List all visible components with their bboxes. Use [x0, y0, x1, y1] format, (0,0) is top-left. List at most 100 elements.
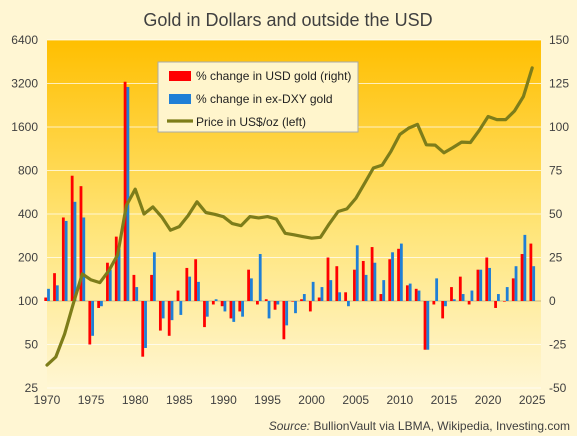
x-tick-label: 2015 [431, 393, 458, 407]
source-label: Source: [269, 419, 310, 433]
bar-exdxy [294, 301, 297, 314]
bar-exdxy [170, 301, 174, 321]
bar-exdxy [505, 287, 509, 301]
bar-exdxy [382, 280, 386, 301]
bar-exdxy [276, 301, 280, 305]
bar-usd [176, 290, 180, 301]
source-text: BullionVault via LBMA, Wikipedia, Invest… [313, 419, 570, 433]
bar-usd [494, 301, 497, 308]
bar-usd [203, 301, 206, 328]
bar-usd [282, 301, 286, 340]
legend-label-usd: % change in USD gold (right) [196, 69, 351, 83]
bar-usd [44, 297, 48, 301]
bar-exdxy [373, 262, 377, 301]
left-tick-label: 800 [18, 164, 38, 178]
bar-usd [485, 257, 489, 301]
right-tick-label: 50 [549, 207, 563, 221]
bar-usd [405, 285, 409, 301]
bar-usd [476, 269, 480, 301]
bar-exdxy [399, 243, 403, 301]
x-tick-label: 1985 [166, 393, 193, 407]
bar-usd [423, 301, 427, 350]
legend-label-price: Price in US$/oz (left) [196, 115, 306, 129]
price-line [45, 66, 534, 367]
bar-usd [247, 269, 250, 301]
bar-exdxy [73, 201, 77, 301]
bar-usd [150, 274, 153, 301]
bar-usd [326, 257, 330, 301]
right-tick-label: 150 [549, 33, 569, 47]
bar-exdxy [258, 254, 262, 301]
bar-exdxy [152, 252, 156, 301]
bar-usd [256, 301, 259, 305]
bar-exdxy [108, 269, 112, 301]
bar-usd [88, 301, 92, 345]
bar-usd [97, 301, 101, 308]
bar-usd [308, 301, 312, 312]
bar-usd [211, 301, 215, 305]
x-axis-ticks: 1970 1975 1980 1985 1990 1995 2000 2005 2010 2015… [34, 393, 546, 407]
bar-exdxy [205, 301, 209, 317]
bar-usd [291, 301, 295, 302]
bar-exdxy [55, 285, 59, 301]
chart-title: Gold in Dollars and outside the USD [143, 10, 432, 30]
left-tick-label: 6400 [11, 33, 38, 47]
bar-exdxy [479, 269, 483, 301]
bar-usd [114, 236, 118, 301]
left-tick-label: 100 [18, 294, 38, 308]
left-axis-ticks: 25 50 100 200 400 800 1600 3200 6400 [11, 33, 38, 395]
bar-usd [220, 301, 224, 307]
bar-usd [432, 301, 436, 305]
bar-exdxy [117, 248, 121, 301]
bar-exdxy [285, 301, 289, 326]
bar-usd [370, 247, 374, 301]
bar-exdxy [241, 301, 244, 317]
bar-usd [238, 301, 242, 312]
right-tick-label: 125 [549, 77, 569, 91]
bar-usd [450, 287, 453, 301]
x-tick-label: 1980 [122, 393, 149, 407]
bar-exdxy [179, 301, 183, 315]
legend-swatch-usd [169, 71, 191, 81]
bar-usd [132, 274, 136, 301]
bar-exdxy [391, 252, 394, 301]
bar-usd [414, 288, 418, 301]
bar-exdxy [100, 301, 103, 307]
bar-exdxy [444, 301, 447, 307]
legend: % change in USD gold (right) % change in… [157, 61, 359, 133]
right-tick-label: -25 [549, 338, 567, 352]
bar-exdxy [532, 266, 536, 301]
bar-usd [529, 243, 533, 301]
bar-exdxy [320, 287, 324, 301]
left-tick-label: 3200 [11, 77, 38, 91]
x-tick-label: 2010 [387, 393, 414, 407]
bar-exdxy [452, 299, 456, 301]
bar-exdxy [47, 288, 50, 301]
bar-usd [335, 266, 339, 301]
legend-swatch-exdxy [169, 94, 191, 104]
bar-usd [397, 248, 400, 301]
right-axis-ticks: -50 -25 0 25 50 75 100 125 150 [549, 33, 569, 395]
bar-usd [158, 301, 162, 331]
bar-usd [70, 175, 74, 301]
bar-exdxy [329, 280, 333, 301]
bar-usd [458, 276, 462, 301]
right-tick-label: 0 [549, 294, 556, 308]
bar-exdxy [232, 301, 236, 322]
bar-exdxy [223, 301, 227, 312]
bar-exdxy [135, 287, 139, 301]
bar-exdxy [347, 301, 350, 307]
left-tick-label: 200 [18, 251, 38, 265]
bar-usd [467, 301, 471, 305]
bar-exdxy [408, 283, 412, 301]
bar-usd [141, 301, 145, 357]
bar-usd [264, 299, 268, 301]
left-tick-label: 25 [25, 381, 39, 395]
bar-exdxy [417, 290, 421, 301]
bar-usd [79, 186, 83, 301]
left-tick-label: 1600 [11, 120, 38, 134]
bar-usd [441, 301, 445, 319]
bar-usd [388, 259, 392, 301]
